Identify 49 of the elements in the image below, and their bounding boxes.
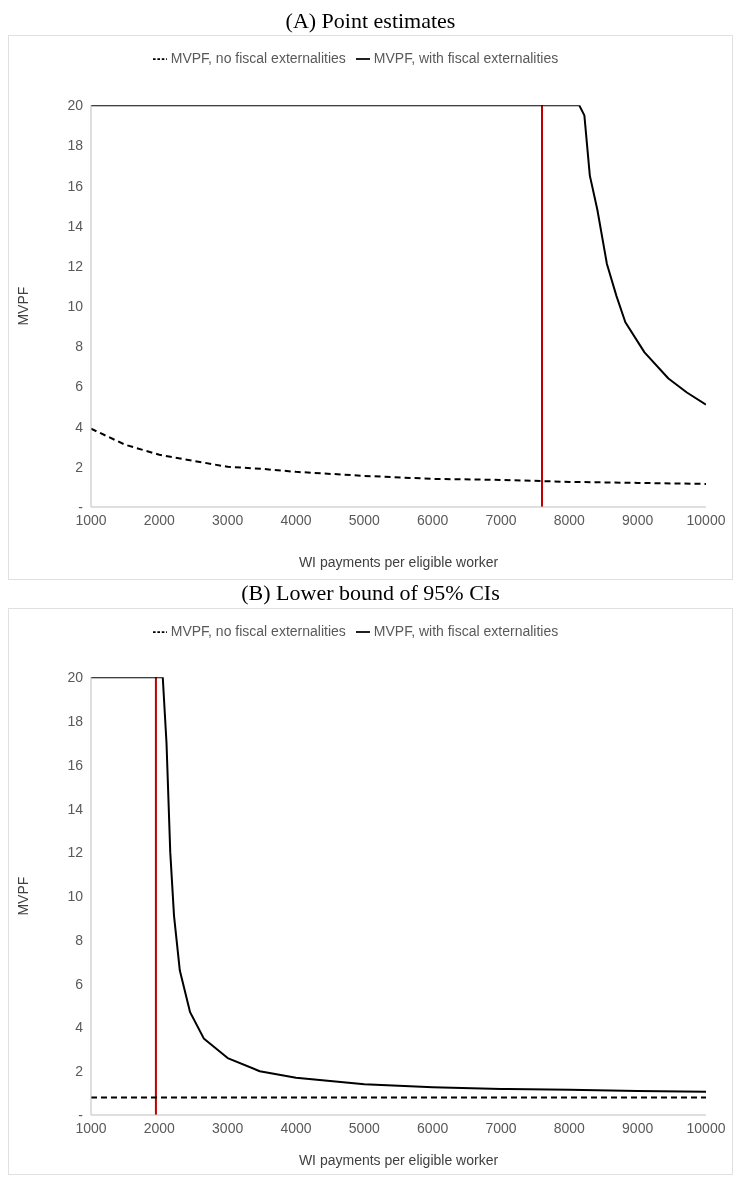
y-axis-title: MVPF [14, 286, 31, 326]
y-tick-label: 18 [67, 137, 84, 154]
x-tick-label: 7000 [485, 511, 517, 528]
x-tick-label: 9000 [622, 1119, 654, 1136]
y-tick-label: 16 [67, 756, 84, 773]
x-tick-label: 10000 [686, 511, 726, 528]
y-tick-label: 20 [67, 97, 84, 114]
legend-label: MVPF, no fiscal externalities [170, 623, 346, 639]
x-tick-label: 2000 [143, 1119, 176, 1136]
legend-label: MVPF, with fiscal externalities [373, 50, 559, 66]
y-tick-label: 14 [67, 217, 84, 234]
y-tick-label: 14 [67, 800, 84, 817]
x-tick-label: 3000 [212, 511, 244, 528]
x-tick-label: 10000 [686, 1119, 726, 1136]
y-tick-label: 4 [75, 1019, 84, 1036]
x-tick-label: 6000 [417, 511, 449, 528]
y-tick-label: 2 [75, 1063, 84, 1080]
x-tick-label: 6000 [417, 1119, 449, 1136]
x-tick-label: 4000 [280, 1119, 312, 1136]
x-tick-label: 3000 [212, 1119, 244, 1136]
chart-title: (A) Point estimates [284, 8, 457, 35]
x-axis-title: WI payments per eligible worker [298, 554, 499, 570]
y-tick-label: 12 [67, 844, 84, 861]
x-tick-label: 4000 [280, 511, 312, 528]
x-tick-label: 7000 [485, 1119, 517, 1136]
y-tick-label: 12 [67, 257, 84, 274]
y-tick-label: 18 [67, 713, 84, 730]
y-tick-label: 2 [75, 458, 84, 475]
legend-label: MVPF, no fiscal externalities [170, 50, 346, 66]
x-tick-label: 9000 [622, 511, 654, 528]
x-tick-label: 8000 [553, 511, 586, 528]
x-tick-label: 2000 [143, 511, 176, 528]
x-tick-label: 8000 [553, 1119, 586, 1136]
y-tick-label: 8 [75, 931, 84, 948]
y-tick-label: 20 [67, 669, 84, 686]
x-tick-label: 5000 [348, 1119, 381, 1136]
y-tick-label: 8 [75, 338, 84, 355]
y-tick-label: 6 [75, 975, 84, 992]
line-series [91, 427, 706, 485]
legend-label: MVPF, with fiscal externalities [373, 623, 559, 639]
y-tick-label: 10 [67, 888, 84, 905]
y-tick-label: 4 [75, 418, 84, 435]
y-tick-label: 10 [67, 298, 84, 315]
y-tick-label: 6 [75, 378, 84, 395]
y-tick-label: 16 [67, 177, 84, 194]
y-axis-title: MVPF [14, 876, 31, 916]
x-axis-title: WI payments per eligible worker [298, 1152, 499, 1168]
chart-title: (B) Lower bound of 95% CIs [240, 580, 501, 607]
x-tick-label: 5000 [348, 511, 381, 528]
